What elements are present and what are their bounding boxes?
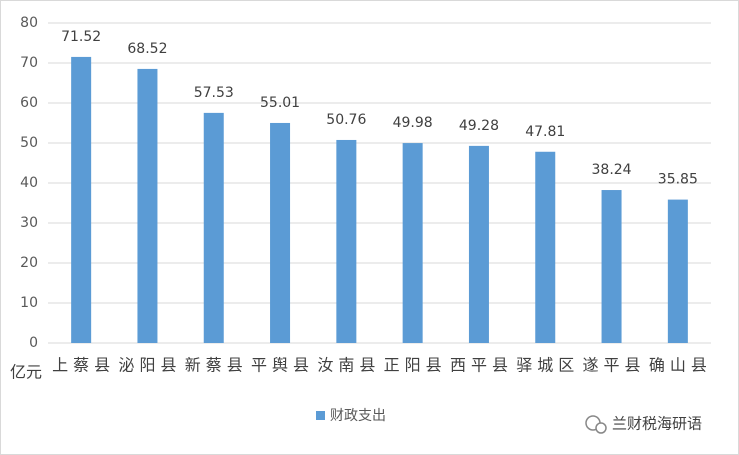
- bar: [667, 199, 688, 343]
- bar: [71, 56, 92, 344]
- data-label: 57.53: [194, 85, 234, 101]
- watermark-text: 兰财税海研语: [612, 415, 702, 433]
- x-tick-label: 驿城区: [516, 356, 579, 375]
- data-label: 38.24: [592, 162, 632, 178]
- bar: [270, 122, 291, 344]
- y-tick-label: 70: [20, 55, 38, 71]
- x-tick-label: 上蔡县: [52, 356, 115, 375]
- y-unit: 亿元: [10, 363, 42, 382]
- x-tick-label: 遂平县: [583, 356, 646, 375]
- bar: [535, 151, 556, 343]
- y-tick-label: 40: [20, 175, 38, 191]
- bar: [468, 145, 489, 343]
- y-tick-label: 20: [20, 255, 38, 271]
- y-tick-label: 80: [20, 15, 38, 31]
- data-label: 47.81: [525, 124, 565, 140]
- x-tick-label: 平舆县: [251, 356, 314, 375]
- bar: [601, 190, 622, 343]
- bar: [336, 139, 357, 343]
- data-label: 71.52: [61, 29, 101, 45]
- bar: [402, 143, 423, 343]
- y-tick-label: 0: [29, 335, 38, 351]
- bar: [203, 112, 224, 343]
- bar: [137, 68, 158, 344]
- x-tick-label: 泌阳县: [118, 356, 181, 375]
- x-tick-label: 汝南县: [317, 356, 380, 375]
- data-label: 49.28: [459, 118, 499, 134]
- data-label: 49.98: [393, 115, 433, 131]
- x-tick-label: 西平县: [450, 356, 513, 375]
- y-tick-label: 30: [20, 215, 38, 231]
- x-tick-label: 正阳县: [384, 356, 447, 375]
- legend-label: 财政支出: [330, 408, 386, 424]
- y-tick-label: 10: [20, 295, 38, 311]
- y-tick-label: 50: [20, 135, 38, 151]
- x-tick-label: 确山县: [649, 356, 712, 375]
- data-label: 55.01: [260, 95, 300, 111]
- x-tick-label: 新蔡县: [185, 356, 248, 375]
- watermark: 兰财税海研语: [585, 415, 702, 434]
- legend-swatch: [316, 411, 325, 420]
- watermark-icon: [595, 422, 607, 434]
- data-label: 35.85: [658, 172, 698, 188]
- data-label: 68.52: [127, 41, 167, 57]
- y-tick-label: 60: [20, 95, 38, 111]
- data-label: 50.76: [326, 112, 366, 128]
